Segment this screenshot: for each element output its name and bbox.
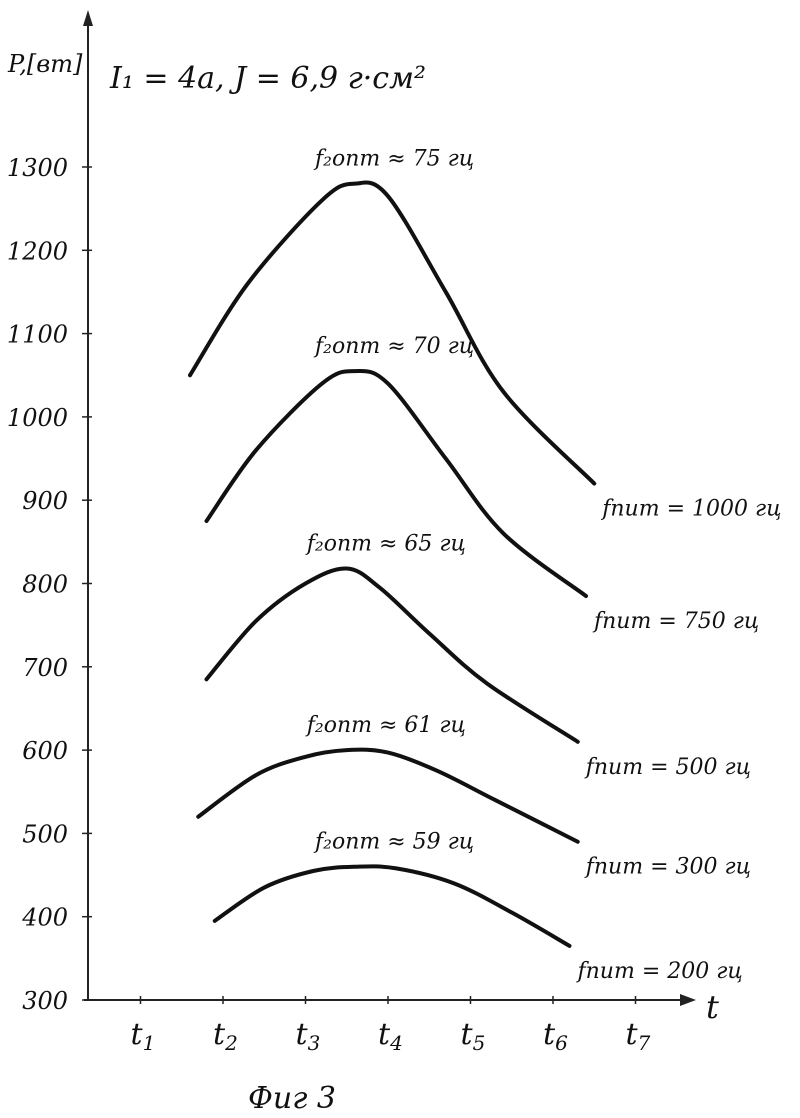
tick-layer: 300 400 500 600 700 800 900 1000 1100 1200 1300 t1 t… <box>7 154 651 1055</box>
series-line <box>215 866 570 946</box>
series-name-label: fпит = 300 гц <box>584 855 751 880</box>
y-tick-label: 1000 <box>7 404 68 432</box>
series-peak-label: f₂опт ≈ 65 гц <box>305 532 466 557</box>
y-tick-label: 900 <box>22 487 68 515</box>
series-name-label: fпит = 500 гц <box>584 755 751 780</box>
x-axis-arrow <box>680 994 696 1006</box>
y-axis-arrow <box>83 10 93 26</box>
x-tick-label: t7 <box>626 1017 651 1055</box>
x-tick-label: t3 <box>296 1017 321 1055</box>
y-tick-label: 1100 <box>7 321 68 349</box>
y-tick-label: 800 <box>22 571 68 599</box>
x-tick-label: t5 <box>461 1017 486 1055</box>
series-peak-label: f₂опт ≈ 75 гц <box>313 147 474 172</box>
y-tick-label: 400 <box>21 904 68 932</box>
x-tick-label: t6 <box>543 1017 568 1055</box>
x-tick-label: t2 <box>213 1017 238 1055</box>
y-tick-label: 1200 <box>7 237 68 265</box>
x-tick-label: t1 <box>131 1017 156 1055</box>
series-name-label: fпит = 750 гц <box>592 609 759 634</box>
series-line <box>190 183 594 484</box>
series-peak-label: f₂опт ≈ 70 гц <box>313 334 474 359</box>
series-peak-label: f₂опт ≈ 61 гц <box>305 713 466 738</box>
series-line <box>207 371 587 596</box>
y-tick-label: 1300 <box>7 154 68 182</box>
y-tick-label: 300 <box>22 987 68 1015</box>
x-tick-label: t4 <box>378 1017 403 1055</box>
x-axis-label: t <box>706 988 719 1026</box>
y-tick-label: 700 <box>22 654 68 682</box>
chart-annotation: I₁ = 4а, J = 6,9 г·см² <box>109 61 426 96</box>
series-peak-label: f₂опт ≈ 59 гц <box>313 830 474 855</box>
y-tick-label: 600 <box>22 737 68 765</box>
y-tick-label: 500 <box>22 820 68 848</box>
y-axis-label: P,[вт] <box>7 50 83 78</box>
series-name-label: fпит = 200 гц <box>576 959 743 984</box>
series-name-label: fпит = 1000 гц <box>600 497 781 522</box>
figure-caption: Фиг 3 <box>248 1081 336 1116</box>
series-layer: f₂опт ≈ 75 гц fпит = 1000 гц f₂опт ≈ 70 гц… <box>190 147 781 984</box>
series-line <box>198 750 578 842</box>
